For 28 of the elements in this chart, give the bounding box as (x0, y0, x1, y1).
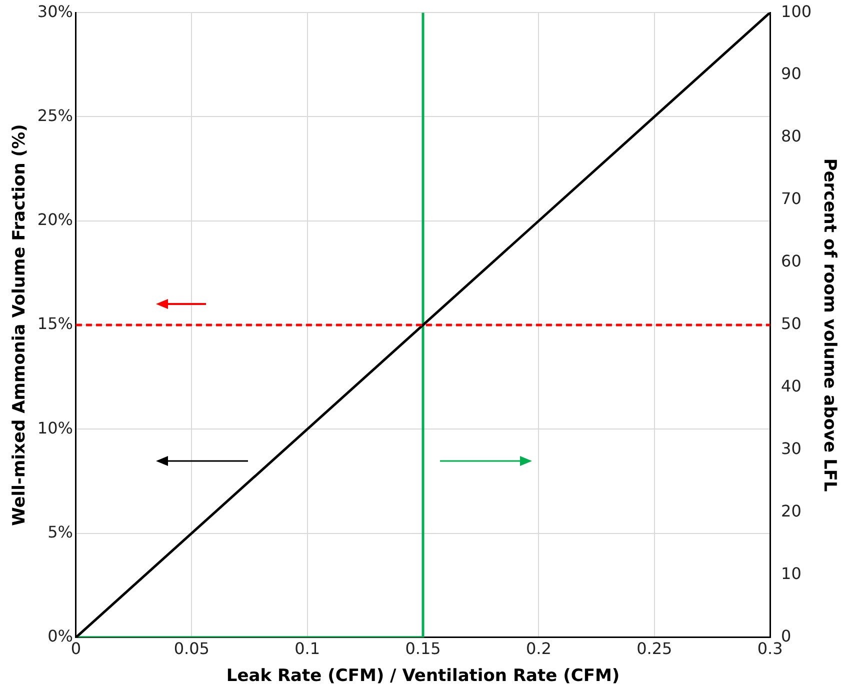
y-tick-label: 5% (48, 522, 73, 542)
y2-tick-label: 0 (781, 626, 792, 646)
x-tick-label: 0.3 (757, 639, 783, 658)
y-tick-label: 0% (48, 626, 73, 646)
y-tick-label: 20% (37, 210, 73, 230)
x-tick-label: 0.2 (526, 639, 552, 658)
y2-tick-label: 30 (781, 439, 802, 458)
y2-tick-label: 50 (781, 314, 802, 334)
x-tick-label: 0.25 (636, 639, 672, 658)
y-tick-label: 25% (37, 106, 73, 125)
y2-tick-label: 10 (781, 564, 802, 584)
x-tick-label: 0.15 (405, 639, 441, 658)
x-tick-label: 0.1 (294, 639, 320, 658)
y2-tick-label: 20 (781, 502, 802, 521)
y2-tick-label: 70 (781, 189, 802, 208)
y2-tick-label: 100 (781, 2, 812, 21)
y2-tick-label: 90 (781, 64, 802, 84)
y2-tick-label: 40 (781, 376, 802, 396)
y-tick-label: 10% (37, 418, 73, 438)
y2-tick-label: 60 (781, 252, 802, 271)
y-tick-label: 15% (37, 314, 73, 334)
x-tick-label: 0 (70, 639, 82, 658)
x-tick-label: 0.05 (174, 639, 210, 658)
y-axis-title: Well-mixed Ammonia Volume Fraction (%) (10, 124, 30, 526)
x-axis-title: Leak Rate (CFM) / Ventilation Rate (CFM) (226, 666, 620, 686)
y2-tick-label: 80 (781, 126, 802, 146)
y2-axis-title: Percent of room volume above LFL (819, 158, 840, 492)
y-tick-label: 30% (37, 2, 73, 21)
